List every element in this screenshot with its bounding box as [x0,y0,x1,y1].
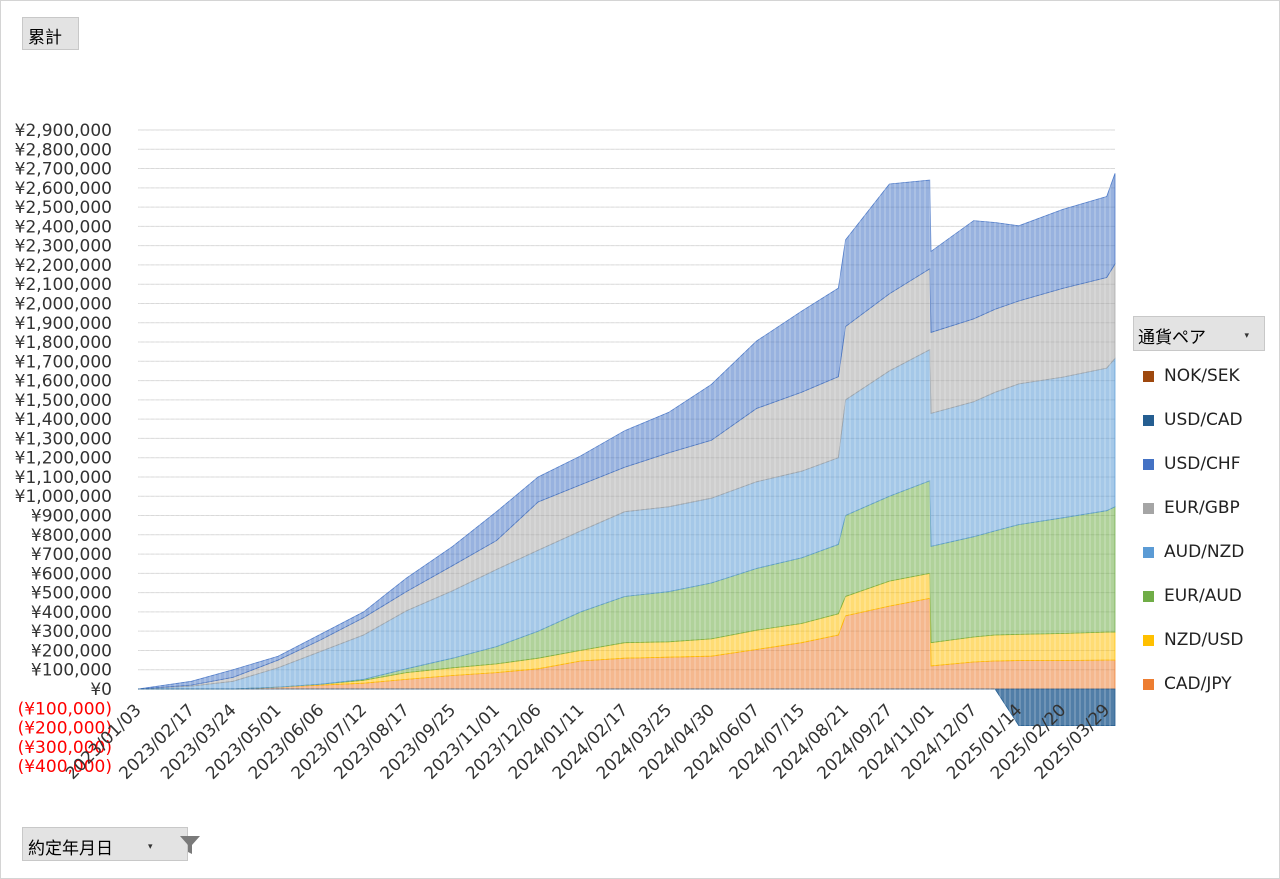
y-tick-label: ¥100,000 [31,661,112,681]
value-field-label: 累計 [28,28,62,48]
legend-label: CAD/JPY [1164,674,1232,694]
legend-swatch [1143,415,1154,426]
legend-field-button[interactable]: 通貨ペア ▾ [1133,316,1265,351]
y-tick-label: ¥2,100,000 [15,275,112,295]
y-tick-label: ¥1,800,000 [15,333,112,353]
y-tick-label: (¥300,000) [18,738,112,758]
legend-label: NOK/SEK [1164,366,1240,386]
y-tick-label: ¥2,400,000 [15,217,112,237]
legend-swatch [1143,591,1154,602]
legend-swatch [1143,503,1154,514]
date-field-label: 約定年月日 [28,839,113,859]
y-tick-label: ¥400,000 [31,603,112,623]
y-tick-label: (¥400,000) [18,757,112,777]
y-tick-label: ¥1,200,000 [15,449,112,469]
bar-texture [139,130,1111,767]
y-tick-label: ¥2,200,000 [15,256,112,276]
legend-swatch [1143,635,1154,646]
y-tick-label: ¥2,700,000 [15,160,112,180]
y-tick-label: ¥700,000 [31,545,112,565]
y-tick-label: ¥2,000,000 [15,294,112,314]
legend-swatch [1143,547,1154,558]
legend-swatch [1143,459,1154,470]
y-tick-label: ¥1,900,000 [15,314,112,334]
y-tick-label: ¥0 [90,680,112,700]
legend-label: USD/CHF [1164,454,1241,474]
value-field-button[interactable]: 累計 [22,17,79,50]
y-tick-label: ¥1,000,000 [15,487,112,507]
y-tick-label: ¥300,000 [31,622,112,642]
legend-swatch [1143,679,1154,690]
area-usd-cad-negative [138,688,1116,726]
y-tick-label: ¥600,000 [31,564,112,584]
y-tick-label: ¥1,300,000 [15,429,112,449]
y-tick-label: ¥900,000 [31,507,112,527]
legend-field-label: 通貨ペア [1138,328,1206,348]
y-tick-label: ¥2,800,000 [15,140,112,160]
y-tick-label: ¥800,000 [31,526,112,546]
y-tick-label: ¥2,500,000 [15,198,112,218]
legend-label: USD/CAD [1164,410,1243,430]
y-tick-label: ¥1,700,000 [15,352,112,372]
y-tick-label: (¥100,000) [18,699,112,719]
legend-label: NZD/USD [1164,630,1244,650]
dropdown-arrow-icon[interactable]: ▾ [148,842,153,852]
date-field-button[interactable]: 約定年月日 ▾ [22,827,200,861]
y-tick-label: ¥1,500,000 [15,391,112,411]
area-usd-chf [137,173,1116,690]
y-tick-label: ¥1,600,000 [15,372,112,392]
y-tick-label: ¥2,600,000 [15,179,112,199]
y-tick-label: (¥200,000) [18,719,112,739]
y-tick-label: ¥2,900,000 [15,121,112,141]
y-tick-label: ¥500,000 [31,584,112,604]
legend-swatch [1143,371,1154,382]
y-tick-label: ¥200,000 [31,641,112,661]
filter-icon[interactable] [179,835,201,855]
legend-label: EUR/AUD [1164,586,1242,606]
legend-label: EUR/GBP [1164,498,1240,518]
y-tick-label: ¥2,300,000 [15,237,112,257]
dropdown-arrow-icon[interactable]: ▾ [1244,331,1249,341]
y-tick-label: ¥1,100,000 [15,468,112,488]
legend-label: AUD/NZD [1164,542,1245,562]
y-tick-label: ¥1,400,000 [15,410,112,430]
